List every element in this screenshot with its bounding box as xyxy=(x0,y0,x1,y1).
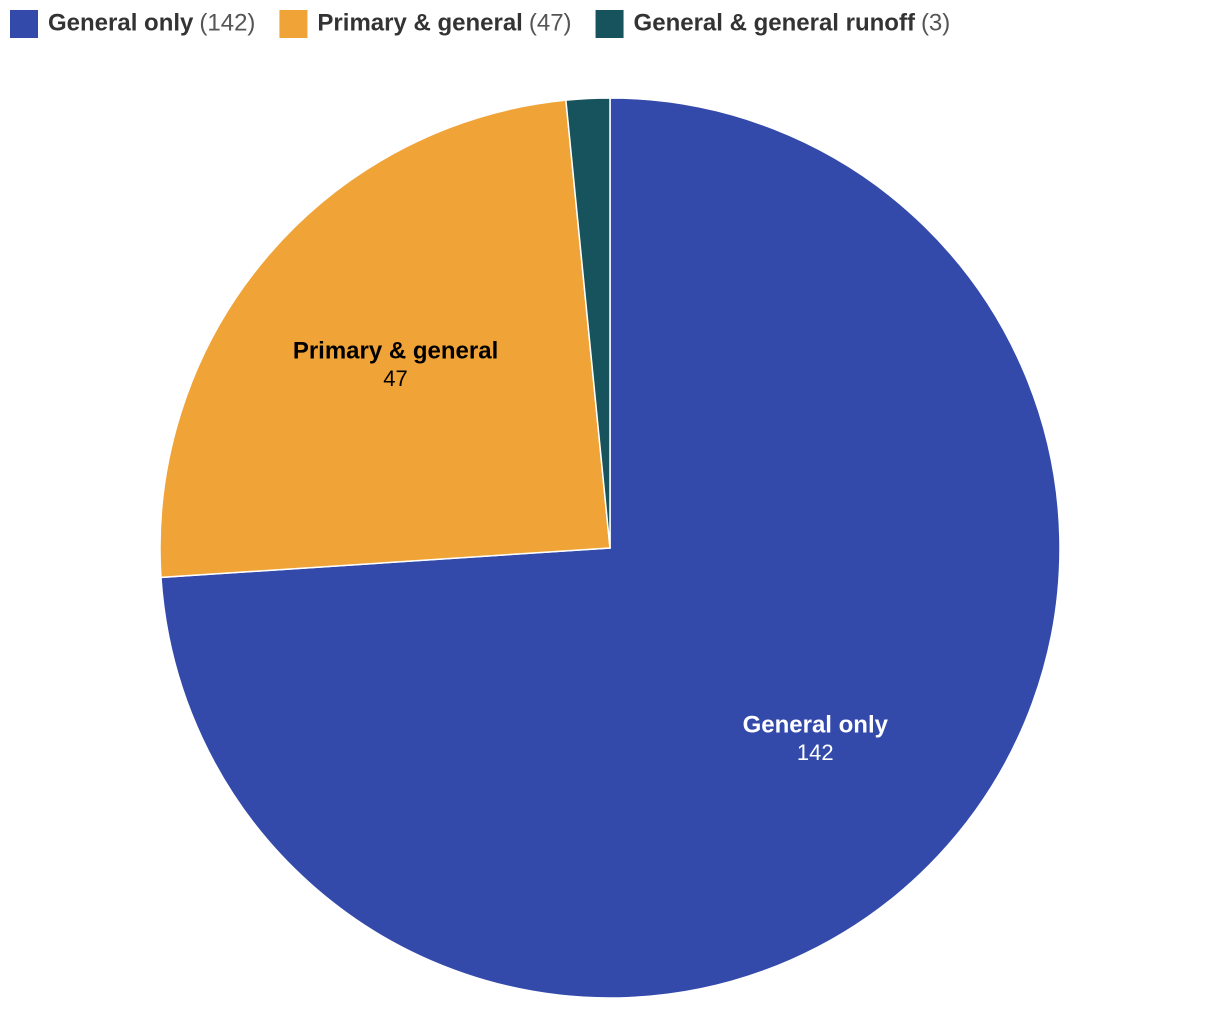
slice-label-name: Primary & general xyxy=(293,337,498,364)
slice-label-name: General only xyxy=(743,712,889,739)
legend-label: General only xyxy=(48,9,194,36)
legend-swatch xyxy=(279,10,308,38)
legend-label: Primary & general xyxy=(317,9,522,36)
legend-label: General & general runoff xyxy=(634,9,916,36)
pie-slice xyxy=(565,97,611,549)
slice-label-value: 142 xyxy=(797,740,834,765)
legend-value: (3) xyxy=(921,9,950,36)
slice-label-value: 47 xyxy=(383,366,407,391)
legend-swatch xyxy=(595,10,624,38)
legend-swatch xyxy=(10,10,38,38)
legend-value: (142) xyxy=(199,9,255,36)
legend-value: (47) xyxy=(529,9,572,36)
pie-slice xyxy=(159,99,611,579)
